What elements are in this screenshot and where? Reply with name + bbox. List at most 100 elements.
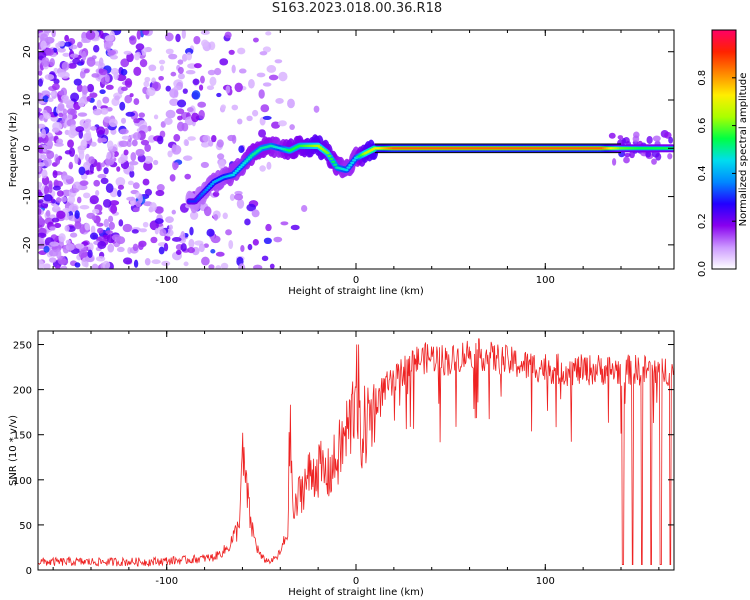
noise-blob	[61, 189, 72, 197]
noise-blob	[91, 263, 99, 269]
noise-blob	[86, 83, 94, 93]
noise-blob	[265, 223, 272, 232]
noise-blob	[181, 30, 186, 39]
noise-blob	[177, 99, 187, 108]
spec-x-tick-label: -100	[155, 275, 178, 286]
noise-blob	[135, 43, 145, 51]
noise-blob	[228, 49, 235, 55]
noise-blob	[252, 37, 259, 43]
noise-blob	[262, 46, 271, 53]
noise-blob	[38, 114, 45, 122]
noise-blob	[38, 78, 43, 87]
spec-y-tick-label: 20	[22, 45, 33, 58]
noise-blob	[60, 265, 68, 269]
noise-blob	[126, 52, 134, 63]
noise-blob	[192, 78, 200, 86]
noise-blob	[173, 85, 182, 91]
ridge-core	[325, 151, 330, 155]
noise-blob	[156, 183, 165, 192]
ridge-core	[195, 198, 199, 201]
colorbar-tick-label: 0.6	[697, 118, 708, 134]
noise-blob	[43, 194, 53, 202]
noise-blob	[198, 243, 205, 253]
noise-blob	[48, 183, 53, 194]
noise-blob	[38, 236, 43, 244]
noise-blob	[67, 139, 74, 148]
noise-blob	[225, 229, 232, 236]
noise-blob	[182, 88, 188, 94]
noise-blob	[206, 85, 215, 91]
noise-blob	[85, 30, 96, 40]
noise-blob	[104, 40, 114, 48]
noise-blob	[225, 85, 231, 94]
noise-blob	[117, 184, 125, 190]
snr-series-line	[38, 338, 674, 568]
noise-blob	[203, 243, 209, 248]
noise-blob	[110, 204, 118, 214]
noise-blob	[247, 243, 253, 251]
noise-blob	[118, 140, 129, 147]
noise-blob	[180, 231, 186, 241]
noise-blob	[108, 118, 118, 128]
noise-blob	[105, 183, 114, 194]
noise-blob	[79, 204, 90, 210]
noise-blob	[175, 249, 182, 255]
noise-blob	[149, 202, 157, 212]
noise-blob	[171, 236, 182, 242]
noise-blob	[633, 131, 640, 139]
noise-blob	[99, 89, 106, 95]
spec-y-tick-label: 0	[22, 145, 33, 151]
noise-blob	[144, 143, 151, 152]
noise-blob	[103, 167, 109, 175]
noise-blob	[92, 108, 103, 116]
noise-blob	[105, 230, 113, 235]
noise-blob	[111, 234, 122, 241]
snr-y-tick-label: 200	[13, 386, 32, 397]
noise-blob	[130, 152, 137, 162]
noise-blob	[150, 236, 158, 244]
ridge-core	[196, 196, 201, 199]
noise-blob	[168, 224, 173, 230]
noise-blob	[189, 211, 199, 220]
noise-blob	[624, 152, 631, 158]
noise-blob	[189, 226, 194, 236]
noise-blob	[165, 85, 172, 92]
noise-blob	[81, 37, 88, 44]
noise-blob	[103, 218, 109, 228]
noise-blob	[38, 145, 44, 154]
noise-blob	[261, 255, 269, 262]
noise-blob	[202, 135, 211, 143]
noise-blob	[177, 73, 185, 80]
noise-blob	[238, 68, 247, 74]
noise-blob	[110, 67, 119, 75]
noise-blob	[122, 223, 133, 233]
ridge-core	[234, 169, 239, 173]
noise-blob	[142, 221, 149, 228]
noise-blob	[62, 108, 68, 116]
noise-blob	[213, 67, 222, 76]
spec-y-axis-label: Frequency (Hz)	[8, 112, 19, 188]
noise-blob	[127, 180, 134, 186]
noise-blob	[82, 192, 91, 199]
noise-blob	[287, 98, 295, 109]
noise-blob	[47, 97, 54, 103]
noise-blob	[52, 185, 61, 191]
colorbar-scale	[711, 29, 737, 270]
noise-blob	[105, 84, 114, 90]
noise-blob	[154, 218, 164, 224]
noise-blob	[73, 78, 82, 86]
noise-blob	[44, 185, 50, 196]
noise-blob	[131, 229, 139, 234]
noise-blob	[215, 251, 225, 257]
noise-blob	[76, 196, 82, 204]
noise-blob	[115, 177, 126, 187]
noise-blob	[57, 72, 66, 78]
noise-blob	[65, 239, 71, 245]
noise-blob	[125, 111, 136, 117]
noise-blob	[207, 140, 214, 147]
noise-blob	[89, 163, 94, 174]
noise-blob	[97, 241, 107, 249]
noise-blob	[191, 112, 200, 123]
noise-blob	[123, 50, 132, 55]
